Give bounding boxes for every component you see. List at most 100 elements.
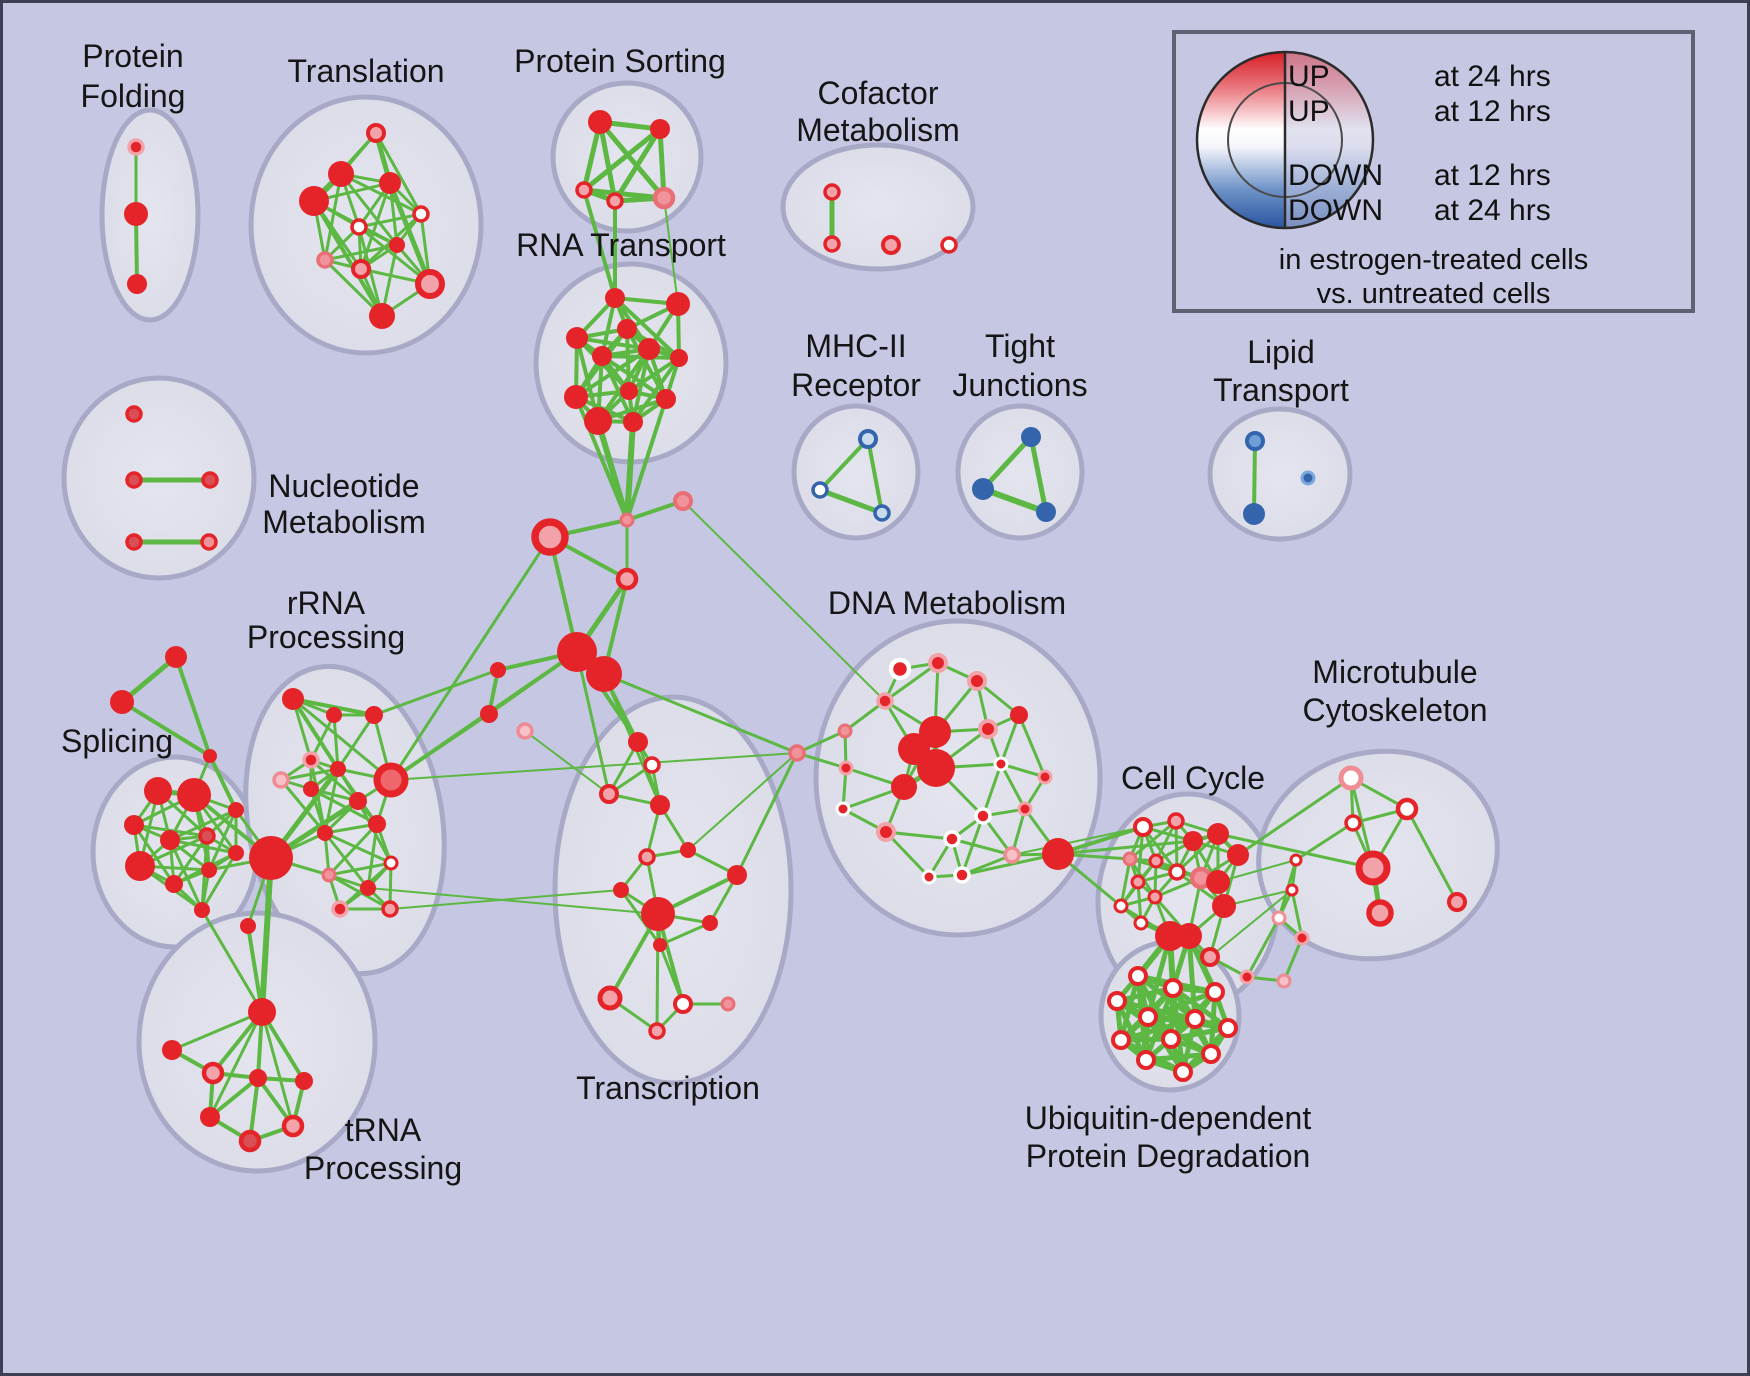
edge	[980, 434, 1034, 492]
gene-node-transcription	[613, 882, 629, 898]
gene-node-transcription	[702, 915, 718, 931]
gene-node-rna_transport	[656, 389, 676, 409]
edge	[1118, 1016, 1198, 1043]
gene-node-free	[615, 567, 639, 591]
gene-node-trna	[295, 1072, 313, 1090]
edge	[884, 830, 954, 841]
gene-node-rrna	[331, 900, 349, 918]
gene-node-rrna	[249, 836, 293, 880]
legend-direction: UP	[1288, 95, 1330, 128]
edge	[390, 752, 798, 781]
gene-node-trna	[200, 1107, 220, 1127]
edge	[366, 822, 379, 890]
gene-node-transcription	[727, 865, 747, 885]
edge	[208, 754, 238, 812]
gene-node-dna	[967, 671, 987, 691]
edge	[1209, 889, 1293, 958]
gene-node-cellcycle	[1206, 870, 1230, 894]
gene-node-nucleotide	[125, 533, 143, 551]
edge	[1290, 888, 1304, 940]
edge	[120, 700, 212, 758]
gene-node-microtubule	[1366, 899, 1394, 927]
gene-node-rrna	[349, 792, 367, 810]
nodes	[110, 110, 1467, 1153]
gene-node-cellcycle	[1148, 853, 1164, 869]
gene-node-microtubule	[1294, 930, 1310, 946]
gene-node-rna_transport	[623, 412, 643, 432]
gene-node-dna	[1003, 846, 1021, 864]
gene-node-cellcycle	[1147, 889, 1163, 905]
edge	[389, 535, 552, 782]
cluster-label-lipid: Lipid	[1247, 334, 1315, 370]
gene-node-tight	[1021, 427, 1041, 447]
edge	[1245, 916, 1281, 979]
gene-node-ubiquitin	[1173, 1062, 1193, 1082]
edge	[389, 712, 491, 782]
gene-node-ubiquitin	[1107, 991, 1127, 1011]
cluster-label-splicing: Splicing	[61, 723, 173, 759]
gene-node-microtubule	[1271, 910, 1287, 926]
gene-node-translation	[412, 205, 430, 223]
gene-node-rrna	[282, 688, 304, 710]
edge	[1128, 819, 1178, 861]
edge	[312, 199, 384, 318]
gene-node-rna_transport	[666, 292, 690, 316]
edge	[575, 336, 651, 351]
gene-node-rrna	[381, 900, 399, 918]
edge	[980, 486, 1049, 515]
gene-node-cellcycle	[1133, 915, 1149, 931]
gene-node-protein_sorting	[575, 181, 593, 199]
gene-node-trna	[201, 1061, 225, 1085]
gene-node-trna	[248, 998, 276, 1026]
gene-node-cellcycle	[1276, 973, 1292, 989]
gene-node-rrna	[326, 707, 342, 723]
edge	[960, 852, 1060, 877]
edge	[291, 697, 393, 782]
edge	[597, 119, 618, 204]
cluster-label-rrna: rRNA	[287, 585, 366, 621]
edge	[658, 921, 712, 947]
cluster-label-lipid: Transport	[1213, 372, 1349, 408]
cluster-label-cellcycle: Cell Cycle	[1121, 760, 1265, 796]
cluster-label-protein_folding: Protein	[82, 38, 183, 74]
gene-node-translation	[328, 161, 354, 187]
gene-node-free	[490, 662, 506, 678]
edge	[291, 697, 340, 771]
gene-node-transcription	[599, 784, 619, 804]
gene-node-dna	[876, 692, 894, 710]
edge	[200, 851, 238, 912]
gene-node-ubiquitin	[1163, 978, 1183, 998]
edge	[795, 729, 847, 755]
gene-node-microtubule	[1289, 853, 1303, 867]
gene-node-rrna	[330, 761, 346, 777]
cluster-bubble-lipid	[1207, 406, 1353, 542]
gene-node-rrna	[302, 751, 320, 769]
gene-node-cellcycle	[1212, 894, 1236, 918]
gene-node-translation	[350, 218, 368, 236]
gene-node-rrna	[360, 880, 376, 896]
edge	[327, 873, 392, 911]
edge	[170, 1010, 264, 1052]
cluster-label-trna: tRNA	[345, 1112, 422, 1148]
gene-node-dna	[835, 801, 851, 817]
gene-node-lipid	[1300, 470, 1316, 486]
gene-node-transcription	[720, 996, 736, 1012]
edge	[999, 762, 1027, 811]
cluster-label-mhc: MHC-II	[805, 328, 906, 364]
legend-time: at 24 hrs	[1434, 194, 1551, 227]
gene-node-cofactor	[940, 236, 958, 254]
edge	[374, 131, 423, 216]
gene-node-mhc	[858, 429, 878, 449]
gene-node-splicing	[160, 830, 180, 850]
legend-box: UP at 24 hrs UP at 12 hrs DOWN at 12 hrs…	[1172, 30, 1695, 313]
gene-node-splicing	[165, 875, 183, 893]
edge	[1056, 839, 1195, 856]
gene-node-splicing	[144, 777, 172, 805]
cluster-bubble-tight	[955, 403, 1085, 541]
gene-node-rrna	[383, 855, 399, 871]
legend-direction: DOWN	[1288, 194, 1383, 227]
edge	[168, 838, 238, 855]
cluster-label-dna: DNA Metabolism	[828, 585, 1066, 621]
gene-node-cellcycle	[1207, 823, 1229, 845]
edge	[625, 397, 668, 522]
